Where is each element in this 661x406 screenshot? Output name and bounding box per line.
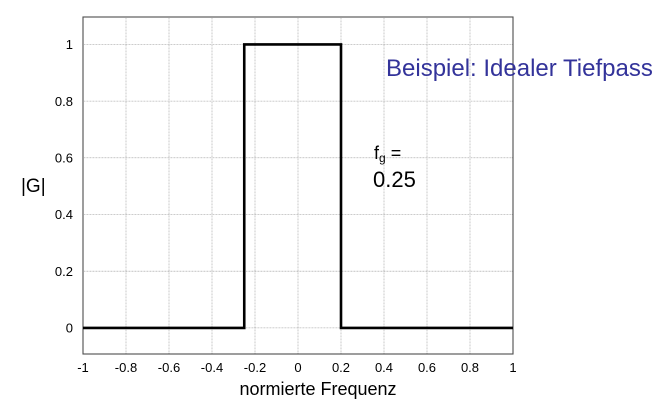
svg-text:-0.4: -0.4 (201, 360, 223, 375)
svg-text:-0.8: -0.8 (115, 360, 137, 375)
svg-text:0.8: 0.8 (55, 94, 73, 109)
svg-text:-1: -1 (77, 360, 89, 375)
svg-text:0.2: 0.2 (55, 264, 73, 279)
svg-text:1: 1 (66, 37, 73, 52)
svg-text:normierte Frequenz: normierte Frequenz (239, 379, 396, 399)
svg-text:0.6: 0.6 (55, 151, 73, 166)
svg-text:-0.2: -0.2 (244, 360, 266, 375)
svg-text:0.4: 0.4 (55, 207, 73, 222)
svg-text:|G|: |G| (21, 176, 46, 197)
svg-text:0.8: 0.8 (461, 360, 479, 375)
svg-text:0.2: 0.2 (332, 360, 350, 375)
svg-text:0.25: 0.25 (373, 167, 416, 192)
svg-text:0: 0 (66, 321, 73, 336)
svg-text:-0.6: -0.6 (158, 360, 180, 375)
svg-text:0.6: 0.6 (418, 360, 436, 375)
svg-text:0: 0 (294, 360, 301, 375)
svg-text:Beispiel: Idealer Tiefpass: Beispiel: Idealer Tiefpass (386, 55, 653, 82)
svg-text:fg =: fg = (374, 143, 401, 165)
svg-text:0.4: 0.4 (375, 360, 393, 375)
svg-text:1: 1 (509, 360, 516, 375)
